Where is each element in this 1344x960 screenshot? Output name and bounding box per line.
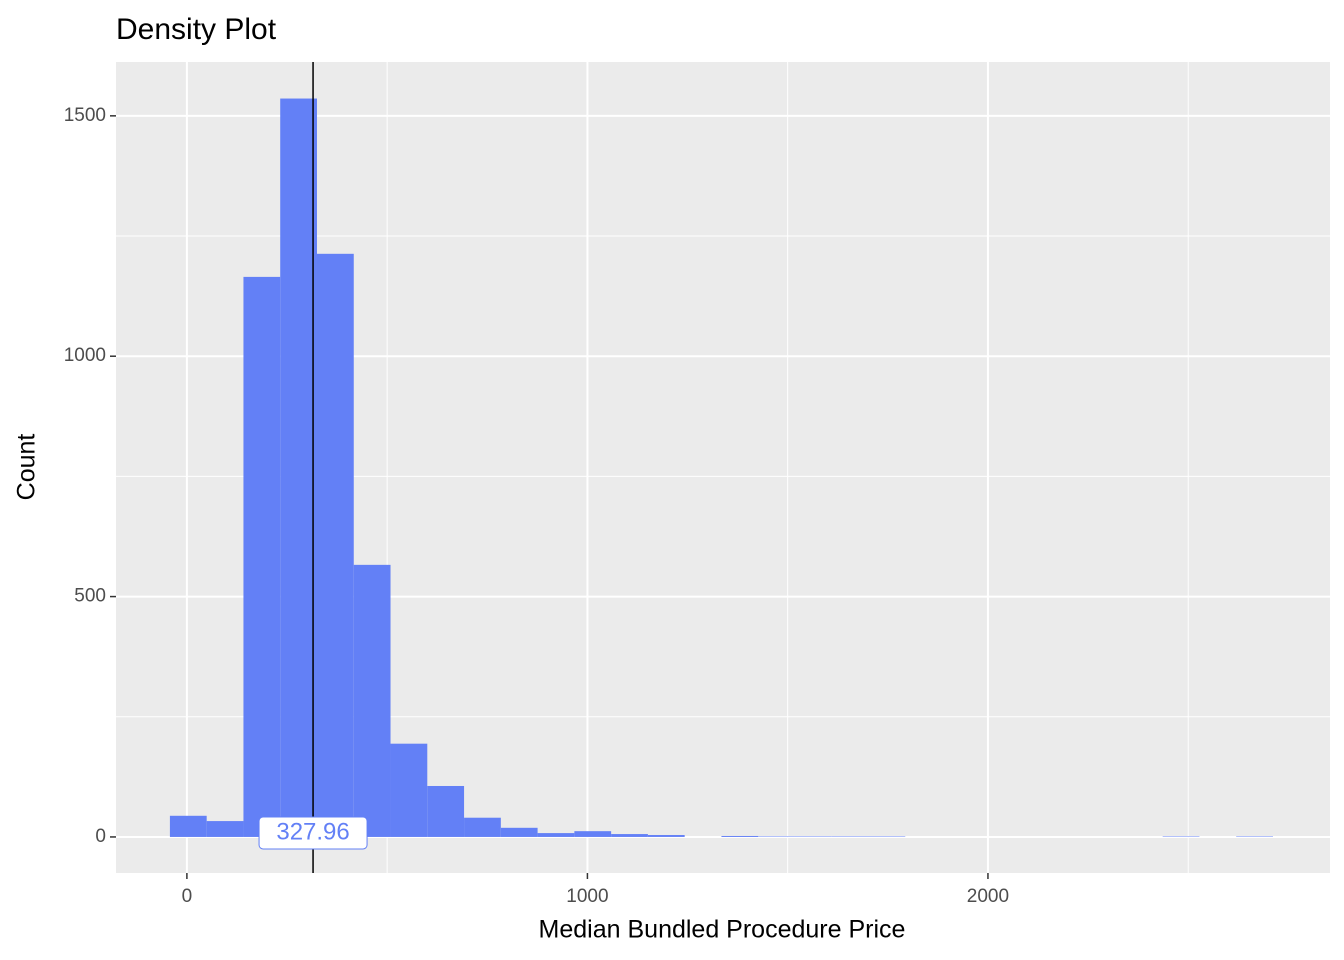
- bar: [206, 821, 244, 837]
- bar: [390, 743, 428, 837]
- bar: [353, 564, 391, 837]
- bar: [611, 834, 648, 837]
- x-tick-label: 0: [182, 886, 193, 907]
- annotation-box: [258, 816, 368, 850]
- y-tick-label: 1000: [64, 345, 106, 366]
- annotation: 327.96: [276, 818, 349, 845]
- bar: [574, 831, 612, 837]
- bar: [464, 817, 501, 837]
- bar: [500, 827, 538, 837]
- bar: [537, 833, 575, 837]
- x-tick-label: 1000: [566, 886, 608, 907]
- bar: [427, 785, 465, 837]
- y-tick-label: 0: [95, 826, 106, 847]
- bar: [316, 253, 354, 837]
- bar: [169, 815, 207, 837]
- y-axis-label: Count: [13, 434, 41, 501]
- y-tick-label: 1500: [64, 105, 106, 126]
- chart-title: Density Plot: [116, 13, 277, 46]
- bar: [647, 835, 685, 837]
- x-tick-label: 2000: [967, 886, 1009, 907]
- bar: [721, 835, 759, 837]
- y-tick-label: 500: [74, 586, 106, 607]
- bar: [280, 98, 317, 837]
- bar: [243, 276, 281, 837]
- x-axis-label: Median Bundled Procedure Price: [539, 916, 906, 944]
